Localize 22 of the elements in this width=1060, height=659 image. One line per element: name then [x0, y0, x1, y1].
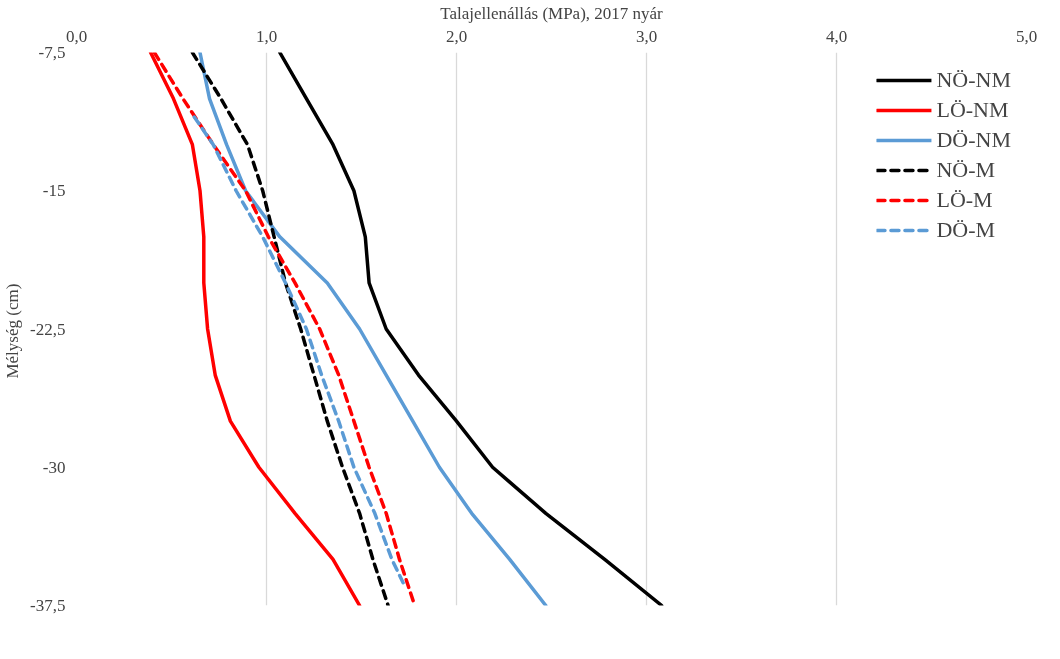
legend-label: DÖ-NM [936, 127, 1011, 153]
x-tick-label: 5,0 [1015, 26, 1038, 46]
line-series [190, 52, 390, 606]
y-tick-label: -15 [42, 181, 66, 201]
x-tick-label: 2,0 [445, 26, 468, 46]
y-axis-title: Mélység (cm) [3, 283, 23, 379]
legend-label: LÖ-NM [936, 97, 1009, 123]
legend-label: NÖ-NM [936, 67, 1011, 93]
line-series [198, 52, 548, 606]
x-tick-label: 1,0 [255, 26, 278, 46]
legend-label: NÖ-M [936, 157, 996, 183]
y-tick-label: -22,5 [30, 319, 66, 339]
legend-label: DÖ-M [936, 217, 996, 243]
x-tick-label: 3,0 [635, 26, 658, 46]
legend-label: LÖ-M [936, 187, 993, 213]
y-tick-label: -30 [42, 457, 66, 477]
x-tick-label: 0,0 [65, 26, 88, 46]
x-axis-title: Talajellenállás (MPa), 2017 nyár [440, 3, 664, 23]
y-tick-label: -37,5 [30, 596, 66, 615]
line-series [278, 52, 664, 606]
y-tick-label: -7,5 [38, 43, 66, 62]
x-tick-label: 4,0 [825, 26, 848, 46]
